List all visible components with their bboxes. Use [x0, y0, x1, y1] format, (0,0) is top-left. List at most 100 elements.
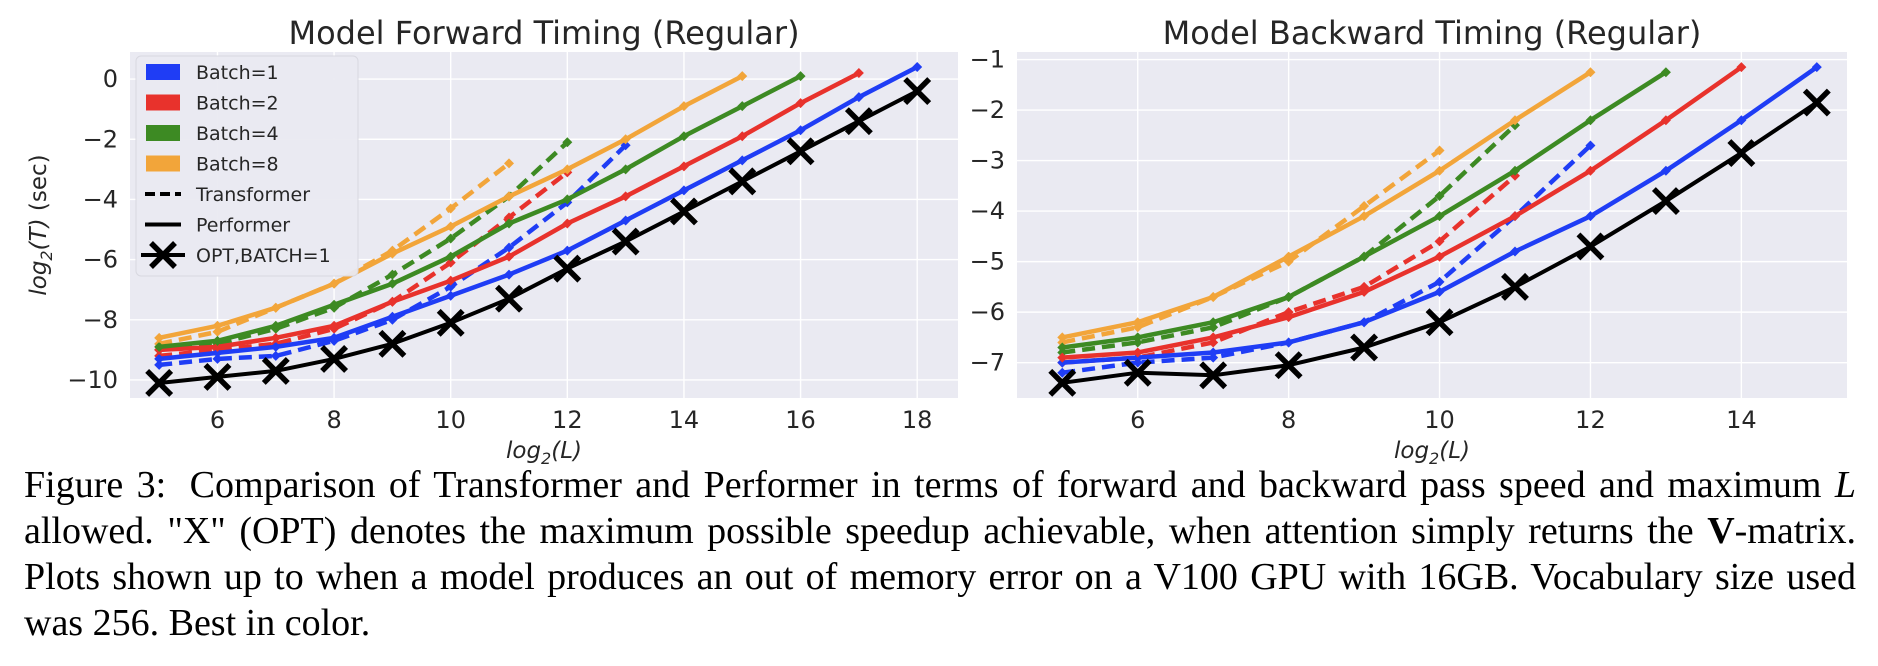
legend-label: OPT,BATCH=1 [196, 245, 331, 267]
data-point-diamond [212, 320, 223, 331]
opt-x-marker [903, 77, 932, 106]
data-point-diamond [387, 311, 398, 322]
y-tick-label: −2 [83, 125, 118, 153]
x-tick-label: 10 [1424, 406, 1455, 434]
data-point-diamond [270, 302, 281, 313]
caption-symbol-L: L [1834, 464, 1856, 506]
data-point-diamond [1132, 352, 1143, 363]
data-point-diamond [1434, 251, 1445, 262]
y-tick-label: 0 [103, 65, 118, 93]
y-tick-label: −4 [970, 197, 1005, 225]
series-line-transformer-batch-4 [158, 140, 569, 353]
data-point-diamond [912, 62, 923, 73]
legend-swatch [146, 64, 180, 80]
data-point-diamond [445, 203, 456, 214]
data-point-diamond [1208, 317, 1219, 328]
y-tick-label: −10 [67, 366, 118, 394]
data-point-diamond [1585, 165, 1596, 176]
opt-x-marker [1651, 187, 1680, 215]
data-point-diamond [1660, 67, 1671, 78]
data-point-diamond [270, 320, 281, 331]
legend-label: Batch=8 [196, 154, 279, 176]
opt-x-marker [1576, 232, 1605, 261]
opt-x-marker [495, 284, 523, 313]
data-point-diamond [212, 326, 223, 337]
data-point-diamond [1057, 357, 1068, 368]
x-tick-label: 18 [902, 406, 933, 434]
opt-x-marker [1802, 88, 1831, 117]
data-point-diamond [853, 92, 864, 103]
data-point-diamond [1585, 67, 1596, 78]
opt-x-marker [786, 137, 815, 166]
data-point-diamond [678, 185, 689, 196]
caption-text-3: -matrix. Plots shown up to when a model … [24, 510, 1856, 644]
data-point-diamond [445, 275, 456, 286]
data-point-diamond [795, 125, 806, 136]
caption-symbol-V: V [1707, 510, 1735, 552]
data-point-diamond [154, 332, 165, 343]
data-point-diamond [1132, 332, 1143, 343]
caption-text-2: allowed. "X" (OPT) denotes the maximum p… [24, 510, 1708, 552]
data-point-diamond [1434, 190, 1445, 201]
y-axis-label: log2(T) (sec) [26, 154, 56, 295]
data-point-diamond [1811, 62, 1822, 73]
plot-area [1017, 52, 1847, 398]
x-tick-label: 12 [1575, 406, 1606, 434]
data-point-diamond [445, 281, 456, 292]
data-point-diamond [1283, 251, 1294, 262]
opt-x-marker [844, 107, 873, 136]
data-point-diamond [1585, 140, 1596, 151]
opt-x-marker [1274, 351, 1303, 380]
legend-label: Batch=1 [196, 62, 279, 84]
data-point-diamond [1736, 62, 1747, 73]
legend-label: Batch=2 [196, 93, 279, 115]
figure-caption: Figure 3: Comparison of Transformer and … [24, 462, 1856, 646]
data-point-diamond [329, 299, 340, 310]
legend-item: Transformer [145, 184, 310, 206]
data-point-diamond [795, 98, 806, 109]
data-point-diamond [329, 320, 340, 331]
legend-swatch [146, 155, 180, 172]
data-point-diamond [504, 242, 515, 253]
data-point-diamond [1359, 211, 1370, 222]
legend-item: Batch=1 [146, 62, 279, 84]
opt-x-marker [1727, 139, 1756, 167]
legend-swatch [146, 94, 180, 111]
data-point-diamond [1208, 332, 1219, 343]
opt-x-marker [378, 329, 407, 358]
legend-item: Batch=2 [146, 93, 279, 115]
opt-x-marker [1199, 361, 1228, 390]
data-point-diamond [1208, 291, 1219, 302]
y-tick-label: −4 [83, 185, 118, 213]
figure-label: Figure 3: [24, 464, 167, 506]
data-point-diamond [212, 341, 223, 352]
opt-x-marker [728, 167, 757, 196]
data-point-diamond [853, 68, 864, 79]
data-point-diamond [1736, 115, 1747, 126]
data-point-diamond [270, 350, 281, 361]
opt-x-marker [261, 356, 290, 385]
data-point-diamond [620, 191, 631, 202]
series-line-performer-batch-8 [1061, 70, 1592, 340]
opt-x-marker [611, 227, 640, 256]
data-point-diamond [1585, 211, 1596, 222]
opt-x-marker [145, 369, 174, 397]
data-point-diamond [504, 251, 515, 262]
data-point-diamond [212, 335, 223, 346]
x-tick-label: 14 [669, 406, 700, 434]
data-point-diamond [212, 347, 223, 358]
legend-item: Batch=4 [146, 123, 279, 145]
series-line-performer-batch-1 [158, 65, 919, 362]
data-point-diamond [504, 212, 515, 223]
data-point-diamond [562, 137, 573, 148]
opt-x-marker [1425, 308, 1454, 337]
data-point-diamond [1359, 201, 1370, 212]
legend-box [135, 55, 359, 277]
opt-x-marker [553, 254, 582, 283]
data-point-diamond [154, 353, 165, 364]
data-point-diamond [1434, 286, 1445, 297]
data-point-diamond [1057, 332, 1068, 343]
x-tick-label: 6 [210, 406, 225, 434]
opt-x-marker [436, 308, 465, 337]
data-point-diamond [504, 218, 515, 229]
